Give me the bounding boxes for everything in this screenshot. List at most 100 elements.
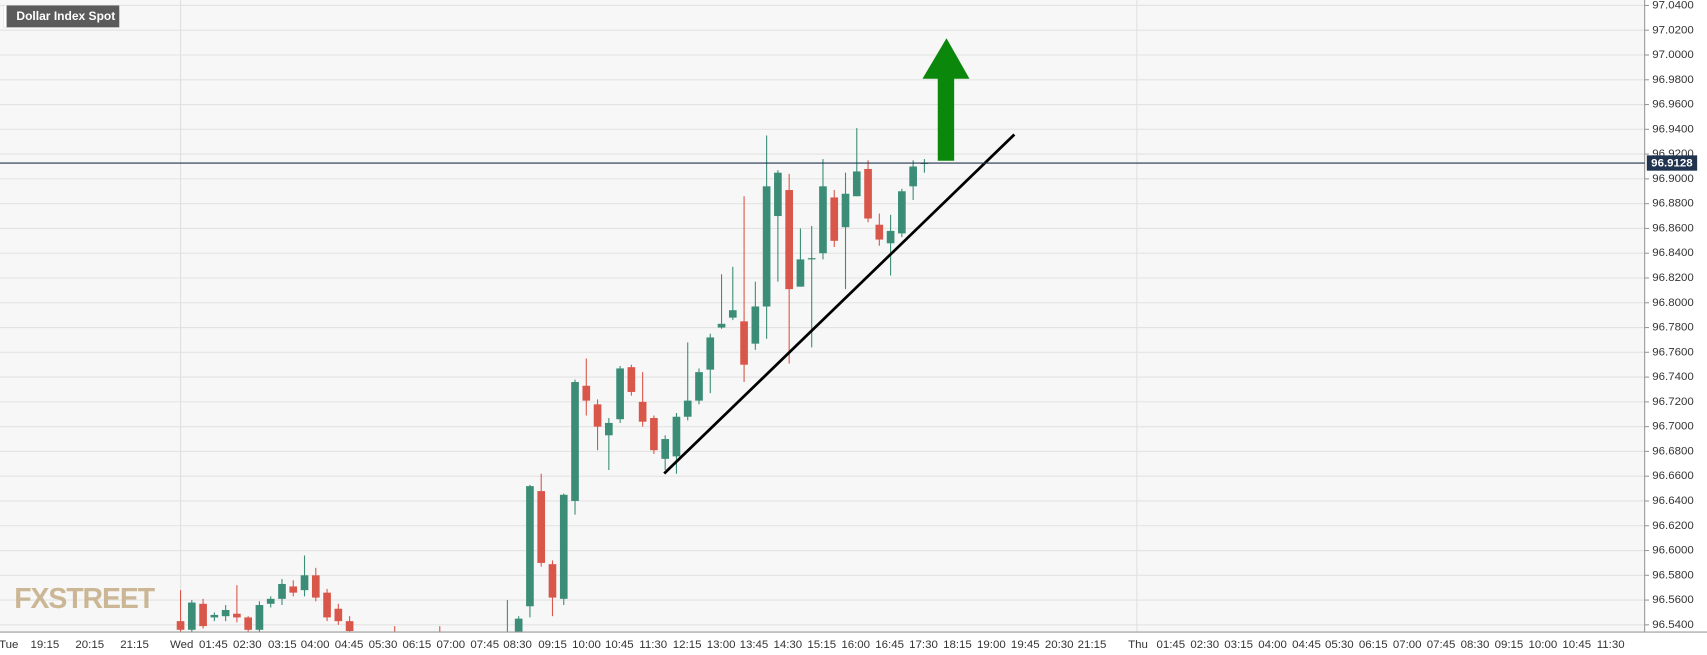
x-tick-label: 10:45 [605, 639, 634, 651]
x-tick-label: 02:30 [233, 639, 262, 651]
x-tick-label: 05:30 [369, 639, 398, 651]
y-tick-label: 96.7800 [1652, 322, 1693, 334]
candle-body [514, 618, 523, 633]
candle-body [841, 193, 850, 228]
candles [176, 128, 929, 633]
grid [0, 0, 1645, 633]
y-axis: 96.5400 96.5600 96.5800 96.6000 96.6200 96.64… [1644, 0, 1694, 631]
title-badge: Dollar Index Spot [3, 5, 120, 28]
candle-body [593, 404, 602, 427]
x-tick-label: 13:45 [740, 639, 769, 651]
candle-body [627, 367, 636, 392]
y-tick-label: 96.8800 [1652, 198, 1693, 210]
y-tick-label: 96.5400 [1652, 619, 1693, 631]
candle-body [796, 259, 805, 287]
candle-body [728, 310, 737, 318]
candle-body [909, 166, 917, 187]
y-tick-label: 96.9200 [1652, 148, 1693, 160]
candle-body [785, 190, 793, 290]
y-tick-label: 96.8200 [1652, 272, 1693, 284]
x-tick-label: 04:45 [335, 639, 364, 651]
y-tick-label: 96.6400 [1652, 495, 1693, 507]
candle-body [886, 230, 895, 244]
x-tick-label: 10:45 [1562, 639, 1591, 651]
candle-body [852, 171, 861, 197]
candle-body [278, 583, 286, 599]
x-tick-label: 06:15 [1359, 639, 1388, 651]
candle-body [740, 321, 748, 365]
x-tick-label: 18:15 [943, 639, 972, 651]
candle-body [774, 172, 782, 217]
candle-body [548, 564, 557, 598]
candle-body [559, 494, 568, 599]
candle-body [537, 491, 546, 563]
candle-body [762, 186, 771, 307]
x-tick-label: 10:00 [1529, 639, 1558, 651]
y-tick-label: 96.6200 [1652, 520, 1693, 532]
x-tick-label: 07:00 [436, 639, 465, 651]
candle-body [706, 337, 715, 370]
candle-body [672, 416, 681, 457]
y-tick-label: 96.9400 [1652, 123, 1693, 135]
candle-body [323, 592, 331, 618]
candle-body [582, 385, 591, 401]
y-tick-label: 96.7000 [1652, 421, 1693, 433]
x-tick-label: 15:15 [807, 639, 836, 651]
y-tick-label: 96.7600 [1652, 346, 1693, 358]
x-tick-label: 01:45 [1156, 639, 1185, 651]
candle-body [683, 400, 692, 417]
x-tick-label: 20:30 [1045, 639, 1074, 651]
plot-background [0, 0, 1645, 632]
y-tick-label: 96.8400 [1652, 247, 1693, 259]
x-tick-label: 13:00 [707, 639, 736, 651]
x-tick-label: 10:00 [572, 639, 601, 651]
candle-body [244, 617, 253, 630]
candle-body [176, 621, 185, 630]
candle-body [187, 602, 196, 630]
last-price-box [1646, 155, 1698, 171]
x-tick-label: 14:30 [773, 639, 802, 651]
candle-body [289, 586, 298, 593]
x-tick-label: 16:00 [841, 639, 870, 651]
y-tick-label: 96.6600 [1652, 470, 1693, 482]
x-tick-label: 04:45 [1292, 639, 1321, 651]
candle-body [807, 258, 816, 260]
chart-title: Dollar Index Spot [16, 9, 115, 23]
x-tick-label: 16:45 [875, 639, 904, 651]
last-price-label: 96.9128 [1651, 158, 1693, 170]
candle-body [638, 401, 647, 422]
candle-body [334, 608, 343, 622]
y-tick-label: 96.6800 [1652, 445, 1693, 457]
y-tick-label: 96.8000 [1652, 297, 1693, 309]
x-tick-label: 08:30 [503, 639, 532, 651]
candle-body [661, 439, 670, 459]
x-tick-label: 05:30 [1325, 639, 1354, 651]
candle-body [266, 598, 275, 604]
x-tick-label: 01:45 [199, 639, 228, 651]
candle-body [650, 417, 658, 451]
y-tick-label: 96.8600 [1652, 222, 1693, 234]
candle-body [605, 422, 613, 436]
candle-body [616, 368, 624, 420]
x-tick-label: 12:15 [673, 639, 702, 651]
title-box [3, 5, 120, 28]
y-tick-label: 97.0400 [1652, 0, 1693, 11]
y-tick-label: 97.0000 [1652, 49, 1693, 61]
title-accent [3, 5, 7, 28]
candle-body [751, 306, 760, 344]
candle-body [864, 168, 872, 219]
x-tick-label: 19:00 [977, 639, 1006, 651]
x-tick-label: 03:15 [268, 639, 297, 651]
y-tick-label: 96.9800 [1652, 74, 1693, 86]
x-tick-label: 11:30 [639, 639, 667, 651]
x-tick-label: 06:15 [403, 639, 432, 651]
candle-body [526, 486, 534, 607]
x-tick-label: Thu [1128, 639, 1148, 651]
y-tick-label: 96.5600 [1652, 594, 1693, 606]
trend-line [663, 133, 1016, 475]
candle-body [345, 621, 354, 632]
x-tick-label: 03:15 [1224, 639, 1253, 651]
x-tick-label: 08:30 [1461, 639, 1490, 651]
x-tick-label: 02:30 [1190, 639, 1219, 651]
